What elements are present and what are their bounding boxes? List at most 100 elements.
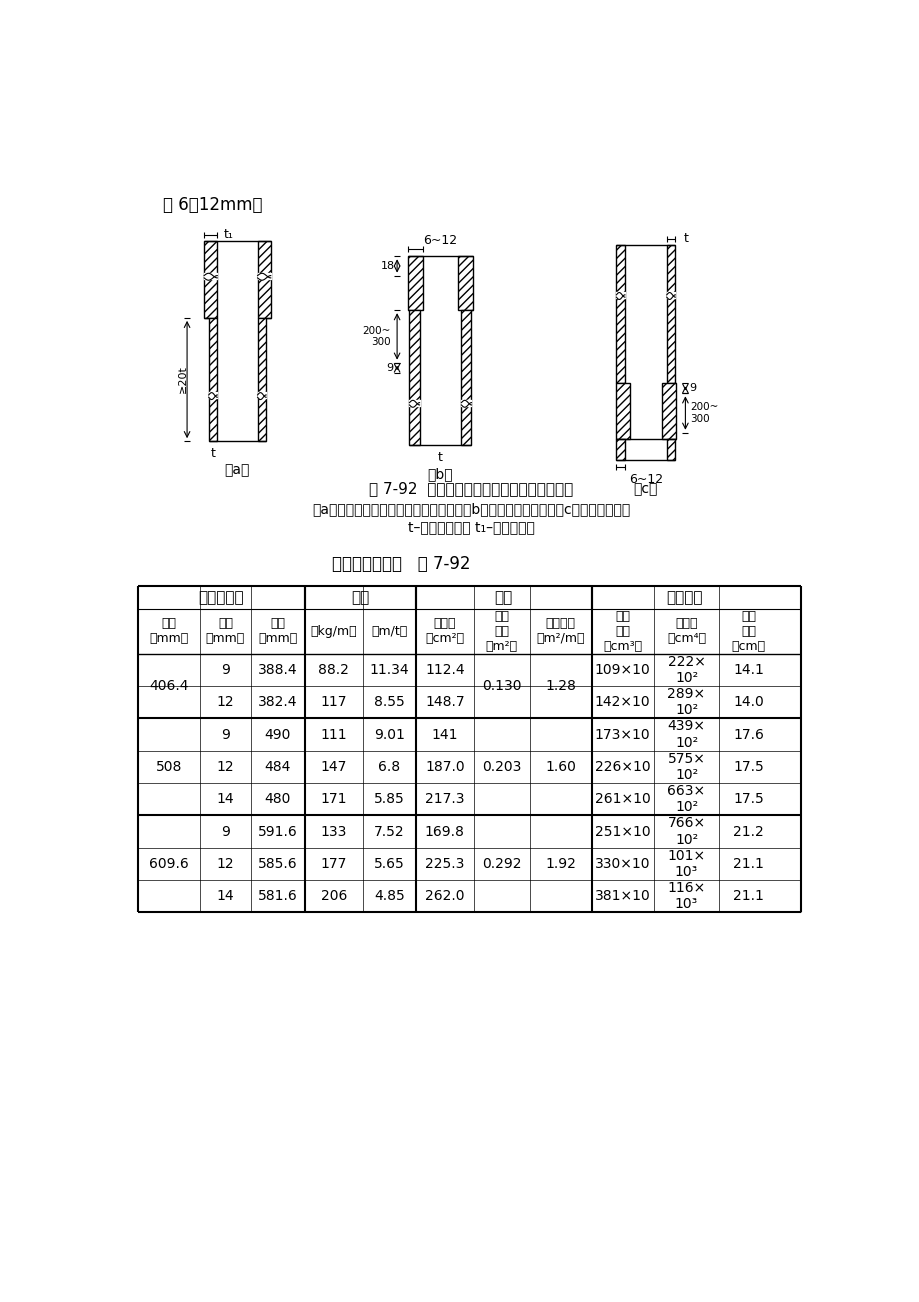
Text: 1.60: 1.60 [545,760,575,773]
Text: 18: 18 [380,262,394,271]
Bar [257,241,270,318]
Text: t: t [683,232,687,245]
Text: 585.6: 585.6 [257,857,297,871]
Text: 14: 14 [216,889,234,904]
Text: 9: 9 [221,824,230,838]
Text: 381×10: 381×10 [594,889,650,904]
Text: ≥20t: ≥20t [177,366,187,393]
Bar [409,310,419,445]
Text: 439×
10²: 439× 10² [667,720,705,750]
Text: 225.3: 225.3 [425,857,464,871]
Text: 116×
10³: 116× 10³ [666,881,705,911]
Text: 9.01: 9.01 [373,728,404,742]
Text: 12: 12 [216,857,234,871]
Text: 7.52: 7.52 [374,824,404,838]
Text: 21.1: 21.1 [732,889,763,904]
Text: 111: 111 [321,728,346,742]
Text: 12: 12 [216,695,234,710]
Text: 581.6: 581.6 [257,889,298,904]
Bar [461,310,471,445]
Bar [666,439,675,461]
Text: 度 6〒12mm。: 度 6〒12mm。 [163,197,262,215]
Text: 200~
300: 200~ 300 [362,326,391,348]
Text: 6.8: 6.8 [378,760,400,773]
Text: 480: 480 [265,792,290,806]
Text: 289×
10²: 289× 10² [667,687,705,717]
Text: t–钒管桶壁厅； t₁–加强管壁厅: t–钒管桶壁厅； t₁–加强管壁厅 [408,521,534,534]
Bar [457,256,472,310]
Text: 0.203: 0.203 [482,760,521,773]
Bar [615,383,629,439]
Text: 261×10: 261×10 [594,792,650,806]
Text: 171: 171 [321,792,346,806]
Text: 12: 12 [216,760,234,773]
Text: 508: 508 [156,760,182,773]
Bar [666,245,675,383]
Text: 141: 141 [431,728,458,742]
Text: 外包
面积
（m²）: 外包 面积 （m²） [485,609,517,652]
Text: 4.85: 4.85 [373,889,404,904]
Text: 109×10: 109×10 [594,663,650,677]
Text: 钒管桶尺寸: 钒管桶尺寸 [199,590,244,605]
Text: 591.6: 591.6 [257,824,298,838]
Text: 222×
10²: 222× 10² [667,655,705,685]
Text: 147: 147 [321,760,346,773]
Text: 663×
10²: 663× 10² [667,784,705,814]
Bar [662,383,675,439]
Text: 9: 9 [221,728,230,742]
Text: 609.6: 609.6 [149,857,189,871]
Text: （b）: （b） [427,467,453,482]
Text: 断面积
（cm²）: 断面积 （cm²） [425,617,464,646]
Text: （a）不同壁厅的钒管桶接头构造形式；（b）桶顶端的加强第；（c）桶下端加强第: （a）不同壁厅的钒管桶接头构造形式；（b）桶顶端的加强第；（c）桶下端加强第 [312,501,630,516]
Text: 490: 490 [265,728,290,742]
Text: 图 7-92  钒管桶不同壁厅和桶端加强构造形式: 图 7-92 钒管桶不同壁厅和桶端加强构造形式 [369,482,573,496]
Text: t: t [437,450,442,464]
Text: 21.1: 21.1 [732,857,763,871]
Text: 断面
系数
（cm³）: 断面 系数 （cm³） [603,609,641,652]
Bar [616,439,624,461]
Text: 1.92: 1.92 [545,857,575,871]
Text: 断面特性: 断面特性 [665,590,702,605]
Text: 382.4: 382.4 [257,695,297,710]
Text: 406.4: 406.4 [149,680,188,693]
Text: 169.8: 169.8 [425,824,464,838]
Text: 17.5: 17.5 [732,792,763,806]
Text: 0.292: 0.292 [482,857,521,871]
Text: 101×
10³: 101× 10³ [667,849,705,879]
Text: 内径
（mm）: 内径 （mm） [258,617,297,646]
Text: 14.0: 14.0 [732,695,763,710]
Text: t: t [210,447,215,460]
Text: 388.4: 388.4 [257,663,297,677]
Text: 17.6: 17.6 [732,728,763,742]
Text: 8.55: 8.55 [373,695,404,710]
Bar [257,318,266,441]
Text: 484: 484 [265,760,290,773]
Text: 5.85: 5.85 [373,792,404,806]
Text: 9: 9 [689,383,696,393]
Text: 173×10: 173×10 [595,728,650,742]
Text: 11.34: 11.34 [369,663,409,677]
Text: 常用钒管桶规格   表 7-92: 常用钒管桶规格 表 7-92 [332,556,471,573]
Text: 177: 177 [321,857,346,871]
Text: 206: 206 [321,889,346,904]
Bar [407,256,423,310]
Text: 惯性矩
（cm⁴）: 惯性矩 （cm⁴） [666,617,706,646]
Text: 251×10: 251×10 [595,824,650,838]
Text: 外表面积
（m²/m）: 外表面积 （m²/m） [536,617,584,646]
Text: 重量: 重量 [351,590,369,605]
Text: 200~
300: 200~ 300 [689,402,718,424]
Text: 330×10: 330×10 [595,857,650,871]
Text: 惯性
半径
（cm）: 惯性 半径 （cm） [731,609,765,652]
Text: 厅度
（mm）: 厅度 （mm） [206,617,244,646]
Text: （c）: （c） [633,483,657,496]
Text: 9: 9 [385,363,392,372]
Bar [616,245,624,383]
Text: 766×
10²: 766× 10² [667,816,705,846]
Text: 9: 9 [221,663,230,677]
Text: 5.65: 5.65 [373,857,404,871]
Text: 575×
10²: 575× 10² [667,751,705,783]
Text: 21.2: 21.2 [732,824,763,838]
Text: （kg/m）: （kg/m） [311,625,357,638]
Text: 112.4: 112.4 [425,663,464,677]
Text: 217.3: 217.3 [425,792,464,806]
